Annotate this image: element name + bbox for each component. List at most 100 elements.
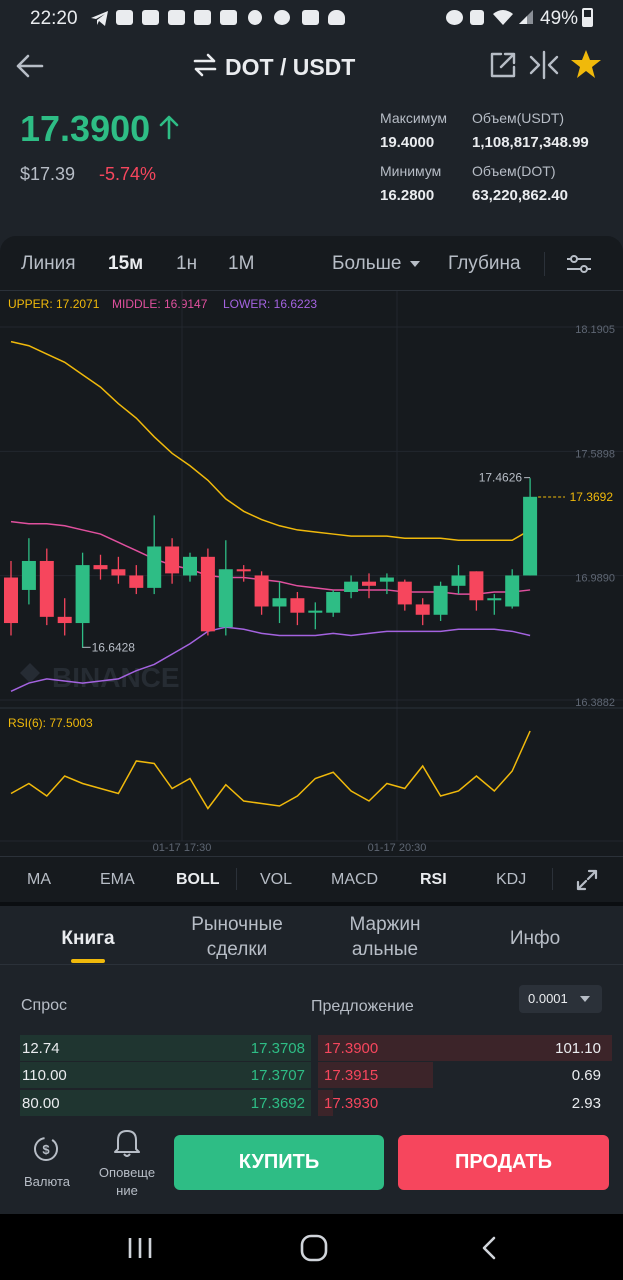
bid-row[interactable]: 12.74 17.3708 [11,1035,311,1061]
rsi-legend: RSI(6): 77.5003 [8,716,93,730]
ask-qty: 2.93 [571,1095,601,1112]
buy-button[interactable]: КУПИТЬ [174,1135,384,1190]
tab-margin-label-1: Маржин [349,914,421,935]
tab-more[interactable]: Больше [332,253,421,275]
y-axis-label: 17.5898 [575,448,615,460]
tab-more-label: Больше [332,253,402,274]
candle [290,598,305,613]
indicator-tab-vol[interactable]: VOL [260,871,293,888]
candlestick-chart[interactable]: BINANCE 16.6428 17.4626 17.3692 18.1905 17.… [0,291,623,856]
compare-icon[interactable] [528,50,560,85]
y-axis-label: 16.9890 [575,573,615,585]
y-axis-label: 18.1905 [575,324,615,336]
price-usd: $17.39 [20,164,76,184]
swap-icon[interactable] [192,53,218,82]
divider [0,902,623,906]
tab-line[interactable]: Линия [21,253,76,274]
bell-icon[interactable] [112,1126,142,1163]
bid-qty: 80.00 [22,1095,60,1112]
current-price-label: 17.3692 [570,490,614,504]
youtube-icon [142,10,159,25]
candle [433,585,448,615]
currency-icon[interactable]: $ [30,1133,62,1170]
battery-percent: 49% [540,8,579,29]
back-nav-icon[interactable] [478,1235,500,1266]
low-marker-label: 16.6428 [92,640,136,654]
up-arrow-icon [159,115,178,140]
tab-depth[interactable]: Глубина [448,253,521,274]
incognito-icon [328,10,345,25]
ask-qty: 101.10 [555,1040,601,1057]
wifi-icon [492,8,514,31]
candle [21,560,36,590]
indicator-tab-rsi[interactable]: RSI [420,871,447,888]
indicator-tab-ema[interactable]: EMA [100,871,135,888]
telegram-icon [90,10,108,26]
candle [254,575,269,607]
candle [165,546,180,574]
candle [200,556,215,632]
tab-market-trades[interactable]: Рыночные сделки [172,912,302,962]
indicator-tab-boll[interactable]: BOLL [176,871,220,888]
chart-settings-icon[interactable] [565,252,593,281]
high-marker-label: 17.4626 [479,471,523,485]
home-icon[interactable] [299,1233,329,1268]
favorite-star-icon[interactable] [570,49,602,84]
bid-price: 17.3708 [250,1040,305,1057]
tab-book-underline [71,959,105,963]
ask-depth-bar [318,1035,612,1061]
high-value: 19.4000 [380,134,435,151]
tab-1M[interactable]: 1М [228,253,255,274]
pair-title[interactable]: DOT / USDT [225,54,356,80]
candle [362,581,376,586]
back-arrow-icon[interactable] [14,50,46,82]
tab-info[interactable]: Инфо [495,926,575,951]
caret-down-icon [409,260,420,267]
x-axis-label: 01-17 17:30 [153,842,212,854]
high-label: Максимум [380,110,447,126]
candle [93,565,108,570]
tab-1h[interactable]: 1н [176,253,198,274]
tab-15m[interactable]: 15м [108,253,144,274]
boll-lower-line [10,626,531,693]
boll-lower-legend: LOWER: 16.6223 [223,297,318,311]
indicator-tab-ma[interactable]: MA [27,871,51,888]
indicator-tab-kdj[interactable]: KDJ [496,871,527,888]
alarm-icon [446,10,463,25]
alert-label[interactable]: Оповеще ние [92,1164,162,1200]
divider [0,856,623,857]
precision-select[interactable]: 0.0001 [519,985,602,1013]
ask-row[interactable]: 17.3930 2.93 [318,1090,612,1116]
precision-value: 0.0001 [528,991,568,1006]
currency-label[interactable]: Валюта [24,1174,70,1189]
sell-button[interactable]: ПРОДАТЬ [398,1135,609,1190]
status-bar: 22:20 49% [0,0,623,36]
candle [57,616,72,624]
indicator-tab-macd[interactable]: MACD [331,871,379,888]
ask-qty: 0.69 [571,1067,601,1084]
volume-quote-value: 1,108,817,348.99 [472,134,589,151]
tab-book[interactable]: Книга [48,926,128,951]
ask-row[interactable]: 17.3900 101.10 [318,1035,612,1061]
signal-icon [518,9,534,30]
tab-book-label: Книга [61,928,115,949]
bid-row[interactable]: 110.00 17.3707 [11,1062,311,1088]
recent-apps-icon[interactable] [126,1236,154,1265]
candle [75,565,90,624]
youtube-icon [116,10,133,25]
candle [147,546,162,588]
app-icon [274,10,290,25]
candle [451,575,466,586]
tab-margin[interactable]: Маржин альные [325,912,445,962]
mute-icon [470,10,484,25]
tab-info-label: Инфо [509,928,561,949]
bid-depth-bar [20,1062,311,1088]
divider [0,290,623,291]
fullscreen-icon[interactable] [575,868,599,897]
bid-row[interactable]: 80.00 17.3692 [11,1090,311,1116]
ask-price: 17.3900 [324,1040,379,1057]
ask-row[interactable]: 17.3915 0.69 [318,1062,612,1088]
candle [129,575,144,588]
external-link-icon[interactable] [488,50,518,85]
x-axis-label: 01-17 20:30 [368,842,427,854]
